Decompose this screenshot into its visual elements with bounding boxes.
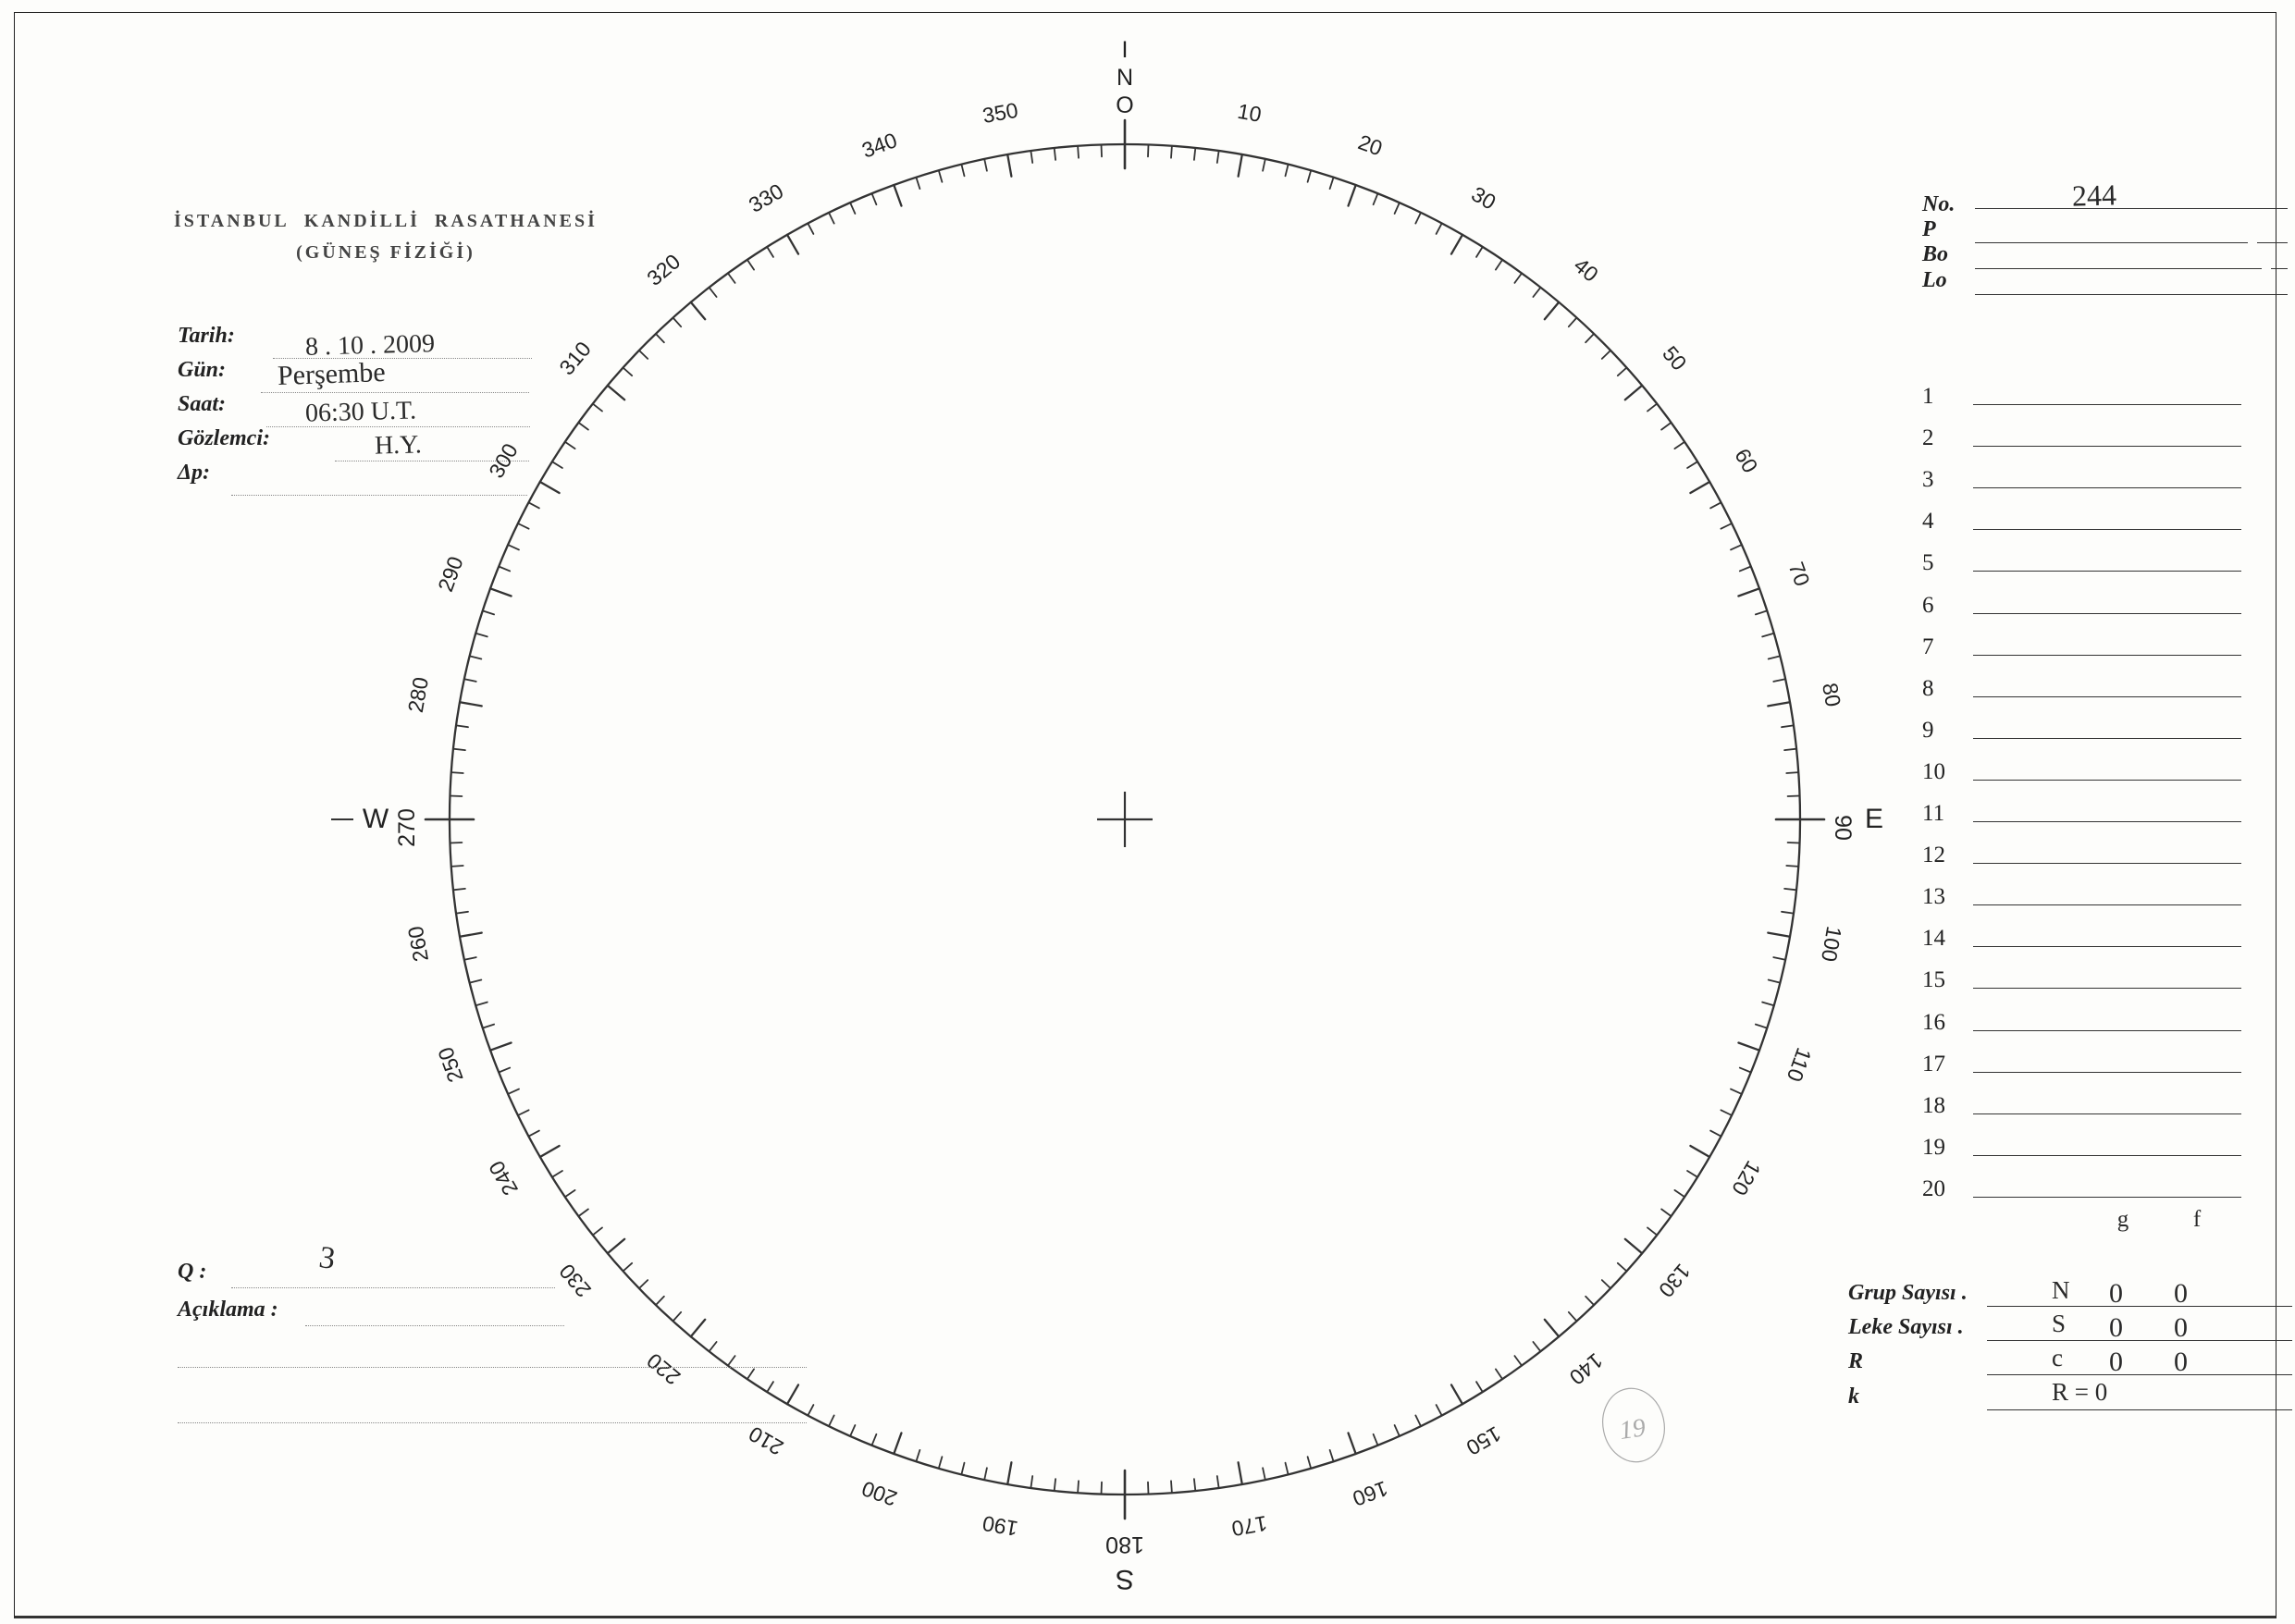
svg-text:19: 19 xyxy=(1618,1413,1647,1446)
